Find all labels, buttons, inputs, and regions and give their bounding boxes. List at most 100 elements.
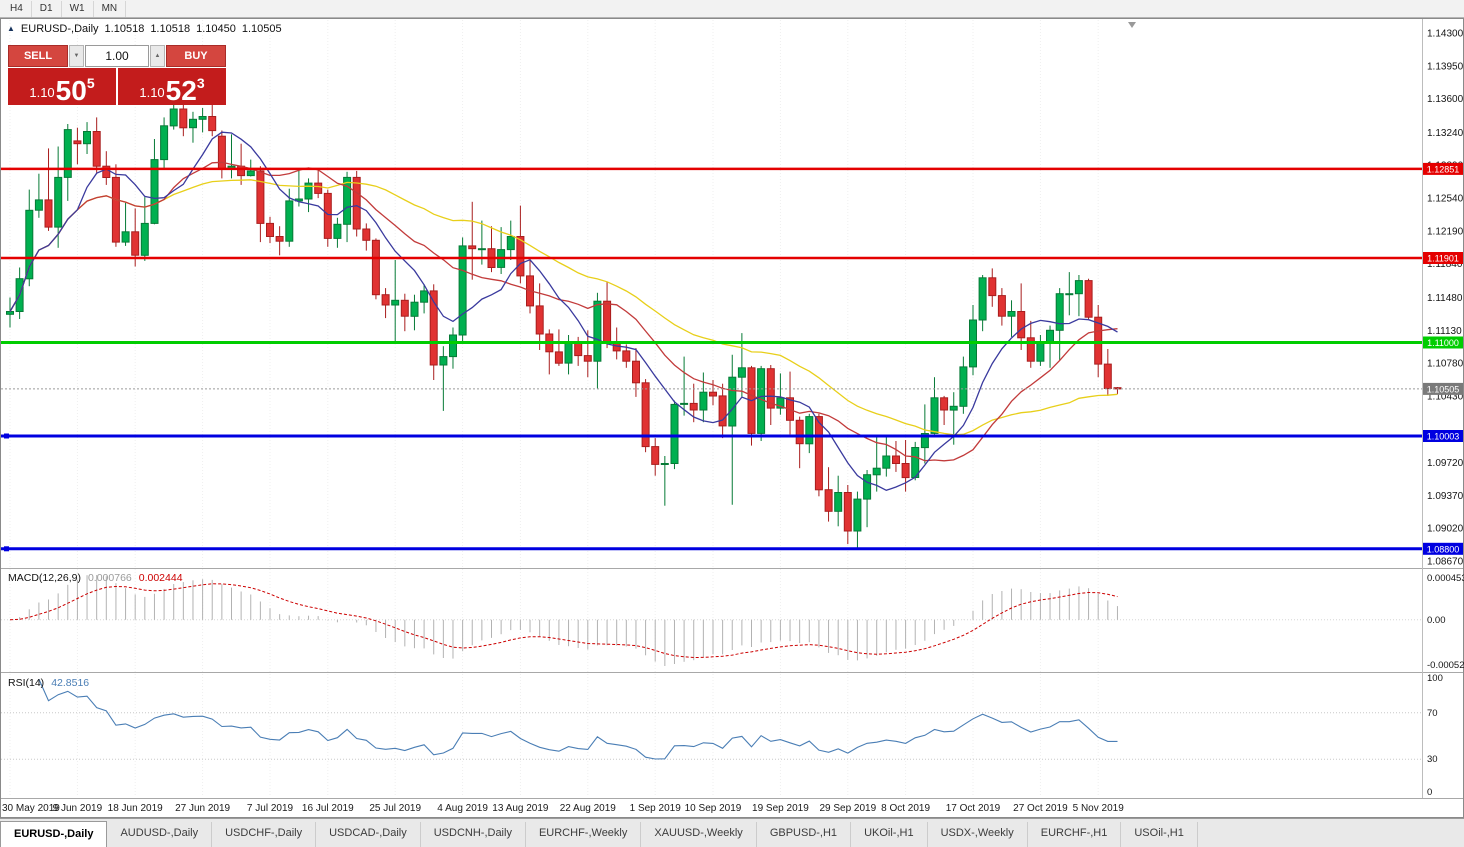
candle: [1017, 311, 1026, 339]
candle: [583, 355, 592, 362]
candle: [285, 200, 294, 242]
price-badge: 1.10003: [1423, 430, 1463, 442]
line-handle[interactable]: [4, 433, 9, 439]
ma-line-8: [9, 131, 1118, 492]
svg-text:1.10003: 1.10003: [1427, 431, 1460, 441]
rsi-indicator-label: RSI(14) 42.8516: [8, 677, 89, 689]
svg-text:1.08800: 1.08800: [1427, 544, 1460, 554]
ma-line-34: [9, 179, 1118, 436]
symbol-tab-usdcad-daily[interactable]: USDCAD-,Daily: [316, 822, 421, 847]
symbol-tab-usoil-h1[interactable]: USOil-,H1: [1121, 822, 1198, 847]
candle: [256, 170, 265, 224]
candle: [506, 236, 515, 251]
svg-text:30 May 2019: 30 May 2019: [2, 803, 60, 814]
moving-averages: [9, 131, 1118, 492]
candle: [1074, 280, 1083, 295]
candle: [574, 342, 583, 357]
chart-symbol-label: EURUSD-,Daily: [20, 23, 99, 35]
symbol-tab-ukoil-h1[interactable]: UKOil-,H1: [851, 822, 928, 847]
candle: [834, 492, 843, 512]
candle: [564, 342, 573, 364]
timeframe-button-w1[interactable]: W1: [62, 0, 94, 17]
candle: [323, 192, 332, 239]
volume-increase-button[interactable]: ▲: [150, 45, 165, 67]
symbol-tab-xauusd-weekly[interactable]: XAUUSD-,Weekly: [641, 822, 757, 847]
svg-text:25 Jul 2019: 25 Jul 2019: [369, 803, 421, 814]
buy-price-display[interactable]: 1.10 52 3: [118, 68, 226, 105]
svg-text:30: 30: [1427, 754, 1438, 765]
volume-input[interactable]: [85, 45, 149, 67]
line-handle[interactable]: [4, 546, 9, 552]
candle: [901, 463, 910, 479]
candle: [160, 125, 169, 161]
candle: [660, 463, 669, 465]
buy-price-sup: 3: [196, 75, 205, 91]
timeframe-button-mn[interactable]: MN: [94, 0, 127, 17]
chart-shift-marker-icon[interactable]: [1128, 22, 1136, 28]
buy-button[interactable]: BUY: [166, 45, 226, 67]
candle: [535, 305, 544, 335]
volume-decrease-button[interactable]: ▼: [69, 45, 84, 67]
symbol-tab-gbpusd-h1[interactable]: GBPUSD-,H1: [757, 822, 852, 847]
symbol-tab-bar: EURUSD-,Daily AUDUSD-,Daily USDCHF-,Daily U…: [0, 818, 1464, 847]
svg-text:1.10430: 1.10430: [1427, 391, 1464, 402]
candle: [304, 182, 313, 200]
timeframe-toolbar: H4 D1 W1 MN: [0, 0, 1464, 18]
sell-price-main: 1.10: [29, 85, 55, 100]
ohlc-open: 1.10518: [104, 23, 145, 35]
svg-text:1.11480: 1.11480: [1427, 293, 1463, 304]
candle: [1036, 342, 1045, 362]
one-click-trading-panel: SELL ▼ ▲ BUY 1.10 50 5 1.10 52 3: [8, 45, 226, 105]
timeframe-button-h4[interactable]: H4: [2, 0, 32, 17]
timeframe-button-d1[interactable]: D1: [32, 0, 62, 17]
svg-text:10 Sep 2019: 10 Sep 2019: [685, 803, 742, 814]
svg-text:0: 0: [1427, 787, 1432, 798]
symbol-tab-audusd-daily[interactable]: AUDUSD-,Daily: [107, 822, 213, 847]
candle: [593, 300, 602, 362]
vertical-gridlines: [9, 20, 1099, 797]
candle: [516, 236, 525, 277]
candle: [1065, 293, 1074, 296]
sell-price-sup: 5: [86, 75, 95, 91]
candle: [680, 402, 689, 405]
svg-text:1.11840: 1.11840: [1427, 259, 1463, 270]
symbol-tab-usdchf-daily[interactable]: USDCHF-,Daily: [212, 822, 317, 847]
svg-text:19 Sep 2019: 19 Sep 2019: [752, 803, 809, 814]
candle: [776, 397, 785, 409]
candle: [92, 131, 101, 167]
candle: [920, 433, 929, 449]
candle: [381, 294, 390, 306]
svg-text:9 Jun 2019: 9 Jun 2019: [53, 803, 103, 814]
symbol-tab-eurusd-daily[interactable]: EURUSD-,Daily: [0, 821, 108, 847]
candle: [429, 290, 438, 366]
candle: [458, 245, 467, 336]
symbol-tab-usdx-weekly[interactable]: USDX-,Weekly: [928, 822, 1028, 847]
macd-indicator-label: MACD(12,26,9) 0.000766 0.002444: [8, 572, 183, 584]
candle: [689, 402, 698, 411]
svg-text:1.13600: 1.13600: [1427, 94, 1464, 105]
candle: [622, 350, 631, 362]
candle: [651, 446, 660, 465]
chart-window: 30 May 2019 9 Jun 2019 18 Jun 2019 27 Jun 2…: [0, 18, 1464, 818]
candle: [1084, 280, 1093, 318]
sell-price-display[interactable]: 1.10 50 5: [8, 68, 116, 105]
collapse-panel-icon[interactable]: ▲: [7, 24, 15, 33]
svg-text:0.00: 0.00: [1427, 615, 1446, 626]
candle: [1007, 311, 1016, 317]
svg-text:1.11130: 1.11130: [1427, 326, 1462, 337]
price-badge: 1.10505: [1423, 382, 1463, 395]
candle: [863, 474, 872, 500]
candle: [1055, 293, 1064, 331]
svg-text:22 Aug 2019: 22 Aug 2019: [560, 803, 617, 814]
candle: [314, 182, 323, 194]
symbol-tab-usdcnh-daily[interactable]: USDCNH-,Daily: [421, 822, 526, 847]
symbol-tab-eurchf-h1[interactable]: EURCHF-,H1: [1028, 822, 1122, 847]
candle: [410, 301, 419, 317]
svg-text:0.0004536: 0.0004536: [1427, 573, 1464, 584]
sell-button[interactable]: SELL: [8, 45, 68, 67]
candle: [34, 199, 43, 211]
svg-text:13 Aug 2019: 13 Aug 2019: [492, 803, 549, 814]
candle: [208, 116, 217, 132]
symbol-tab-eurchf-weekly[interactable]: EURCHF-,Weekly: [526, 822, 642, 847]
